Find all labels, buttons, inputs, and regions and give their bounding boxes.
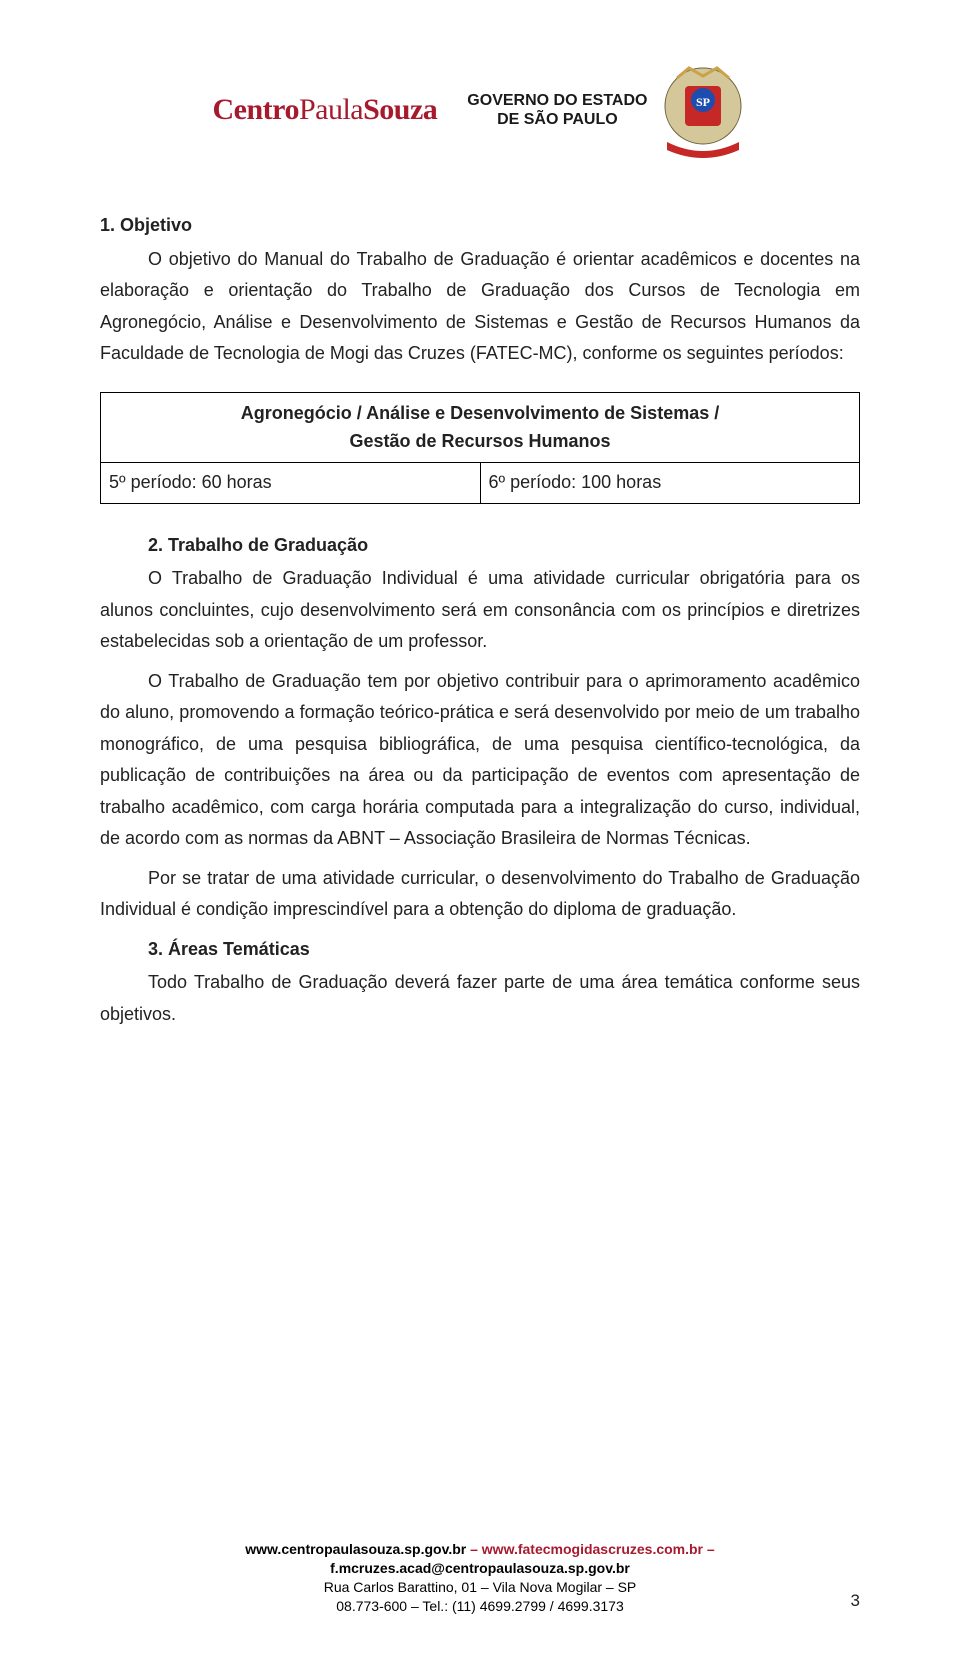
table-header: Agronegócio / Análise e Desenvolvimento …	[101, 393, 859, 464]
logo-word-paula: Paula	[299, 93, 363, 126]
footer-links: www.centropaulasouza.sp.gov.br – www.fat…	[0, 1540, 960, 1559]
section-3-para: Todo Trabalho de Graduação deverá fazer …	[100, 967, 860, 1030]
table-cell-right: 6º período: 100 horas	[481, 463, 860, 503]
table-header-line2: Gestão de Recursos Humanos	[109, 427, 851, 456]
logo-word-centro: Centro	[213, 93, 299, 126]
section-1-title: 1. Objetivo	[100, 210, 860, 242]
section-2-para3: Por se tratar de uma atividade curricula…	[100, 863, 860, 926]
logo-word-souza: Souza	[363, 93, 437, 126]
cps-logo: CentroPaulaSouza	[213, 93, 438, 127]
footer-tail-dash: –	[703, 1541, 715, 1557]
periods-table: Agronegócio / Análise e Desenvolvimento …	[100, 392, 860, 504]
section-3-title: 3. Áreas Temáticas	[100, 934, 860, 966]
gov-line1: GOVERNO DO ESTADO	[467, 91, 647, 110]
gov-line2: DE SÃO PAULO	[467, 110, 647, 129]
footer-email: f.mcruzes.acad@centropaulasouza.sp.gov.b…	[0, 1559, 960, 1578]
section-2-para1: O Trabalho de Graduação Individual é uma…	[100, 563, 860, 658]
section-1-para: O objetivo do Manual do Trabalho de Grad…	[100, 244, 860, 370]
table-row: 5º período: 60 horas 6º período: 100 hor…	[101, 463, 859, 503]
footer-dash: –	[466, 1541, 482, 1557]
table-header-line1: Agronegócio / Análise e Desenvolvimento …	[109, 399, 851, 428]
section-2-para2: O Trabalho de Graduação tem por objetivo…	[100, 666, 860, 855]
page-footer: www.centropaulasouza.sp.gov.br – www.fat…	[0, 1540, 960, 1616]
section-2-title: 2. Trabalho de Graduação	[100, 530, 860, 562]
svg-text:SP: SP	[696, 95, 710, 109]
page-header: CentroPaulaSouza GOVERNO DO ESTADO DE SÃ…	[100, 60, 860, 160]
footer-link-fatec: www.fatecmogidascruzes.com.br	[482, 1541, 703, 1557]
sp-state-seal-icon: SP	[659, 60, 747, 160]
gov-block: GOVERNO DO ESTADO DE SÃO PAULO SP	[467, 60, 747, 160]
page-number: 3	[851, 1591, 860, 1611]
footer-phone: 08.773-600 – Tel.: (11) 4699.2799 / 4699…	[0, 1597, 960, 1616]
gov-text: GOVERNO DO ESTADO DE SÃO PAULO	[467, 91, 647, 129]
document-content: 1. Objetivo O objetivo do Manual do Trab…	[100, 210, 860, 1030]
footer-address: Rua Carlos Barattino, 01 – Vila Nova Mog…	[0, 1578, 960, 1597]
footer-link-cps: www.centropaulasouza.sp.gov.br	[245, 1541, 466, 1557]
table-cell-left: 5º período: 60 horas	[101, 463, 481, 503]
